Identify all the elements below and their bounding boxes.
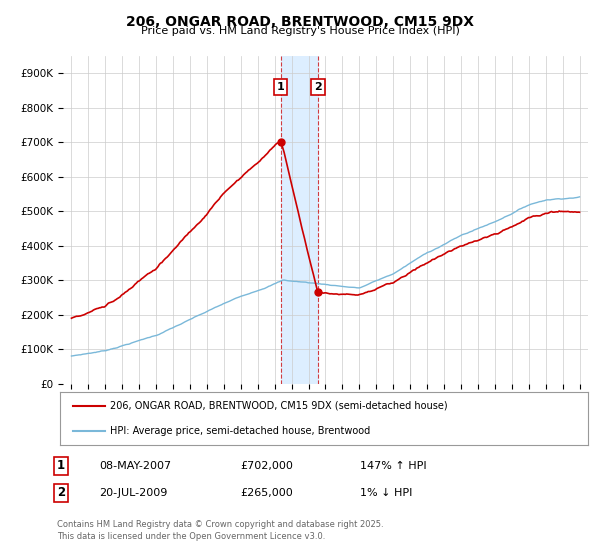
Bar [281, 56, 318, 384]
Text: 1: 1 [57, 459, 65, 473]
Text: 206, ONGAR ROAD, BRENTWOOD, CM15 9DX (semi-detached house): 206, ONGAR ROAD, BRENTWOOD, CM15 9DX (se… [110, 401, 448, 411]
Text: 2: 2 [314, 82, 322, 92]
Text: Contains HM Land Registry data © Crown copyright and database right 2025.
This d: Contains HM Land Registry data © Crown c… [57, 520, 383, 541]
Text: 206, ONGAR ROAD, BRENTWOOD, CM15 9DX: 206, ONGAR ROAD, BRENTWOOD, CM15 9DX [126, 15, 474, 29]
Text: 2: 2 [57, 486, 65, 500]
Text: 1: 1 [277, 82, 284, 92]
Text: HPI: Average price, semi-detached house, Brentwood: HPI: Average price, semi-detached house,… [110, 426, 370, 436]
Text: Price paid vs. HM Land Registry's House Price Index (HPI): Price paid vs. HM Land Registry's House … [140, 26, 460, 36]
Text: 147% ↑ HPI: 147% ↑ HPI [360, 461, 427, 471]
Text: £265,000: £265,000 [240, 488, 293, 498]
Text: 1% ↓ HPI: 1% ↓ HPI [360, 488, 412, 498]
Text: 20-JUL-2009: 20-JUL-2009 [99, 488, 167, 498]
Text: 08-MAY-2007: 08-MAY-2007 [99, 461, 171, 471]
Text: £702,000: £702,000 [240, 461, 293, 471]
